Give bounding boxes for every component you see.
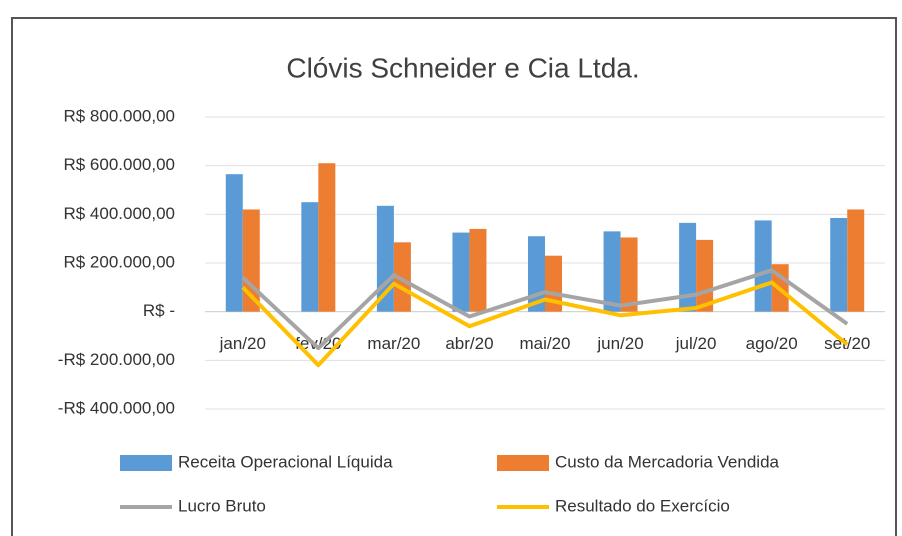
line-series: [241, 280, 849, 368]
x-tick-label: mar/20: [367, 334, 420, 353]
y-tick-label: R$ 800.000,00: [63, 106, 175, 125]
bar: [696, 239, 714, 312]
bar: [754, 220, 772, 312]
y-tick-label: R$ -: [143, 301, 175, 320]
bar: [620, 237, 638, 312]
bar: [318, 163, 336, 312]
x-tick-label: jul/20: [675, 334, 717, 353]
y-tick-label: -R$ 200.000,00: [58, 350, 175, 369]
bar: [301, 202, 319, 312]
bar: [603, 231, 621, 312]
bar: [545, 255, 562, 312]
y-tick-label: R$ 600.000,00: [63, 155, 175, 174]
x-tick-label: mai/20: [519, 334, 570, 353]
legend-label: Custo da Mercadoria Vendida: [555, 452, 780, 471]
x-tick-label: jun/20: [596, 334, 643, 353]
legend-label: Lucro Bruto: [178, 496, 266, 515]
y-tick-label: -R$ 400.000,00: [58, 398, 175, 417]
y-tick-label: R$ 200.000,00: [63, 252, 175, 271]
legend-label: Receita Operacional Líquida: [178, 452, 393, 471]
bar: [469, 228, 487, 312]
legend-swatch: [497, 455, 549, 471]
x-tick-label: ago/20: [746, 334, 798, 353]
bar: [847, 209, 865, 312]
bar: [452, 232, 470, 312]
x-tick-label: jan/20: [219, 334, 266, 353]
chart-title: Clóvis Schneider e Cia Ltda.: [286, 52, 639, 83]
y-tick-label: R$ 400.000,00: [63, 204, 175, 223]
line-series: [241, 268, 849, 351]
bar: [679, 222, 697, 312]
legend-swatch: [120, 455, 172, 471]
bar: [393, 242, 411, 312]
bar: [242, 209, 260, 312]
x-tick-label: abr/20: [445, 334, 493, 353]
bar: [225, 174, 243, 312]
legend-label: Resultado do Exercício: [555, 496, 730, 515]
bar: [830, 217, 848, 312]
